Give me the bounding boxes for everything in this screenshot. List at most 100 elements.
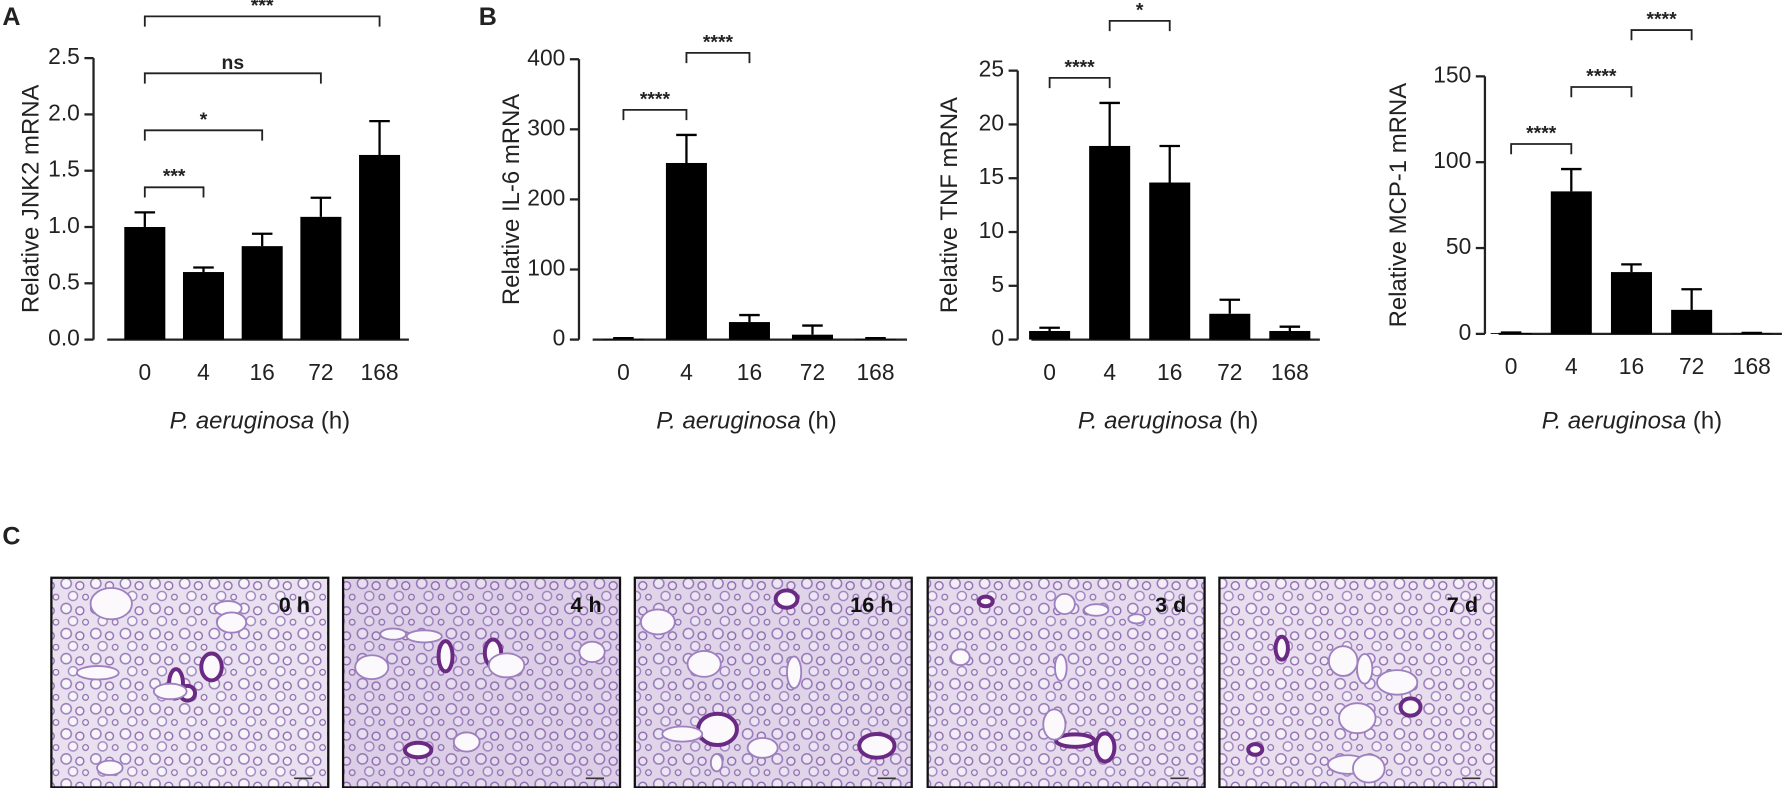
x-tick-label: 16 xyxy=(737,359,762,385)
x-axis-title-unit: (h) xyxy=(1222,407,1258,434)
x-tick-label: 72 xyxy=(1679,353,1704,379)
histology-image: 4 h xyxy=(341,576,622,788)
airway xyxy=(709,753,724,773)
y-tick-label: 400 xyxy=(527,44,565,70)
airway xyxy=(354,654,390,681)
panel-label: A xyxy=(2,3,20,31)
error-bar xyxy=(613,337,634,340)
significance-label: * xyxy=(1136,0,1144,21)
y-tick-label: 50 xyxy=(1446,233,1471,259)
image-label: 3 d xyxy=(1155,592,1186,617)
airway xyxy=(857,731,897,760)
y-tick-label: 0 xyxy=(553,325,566,351)
error-bar xyxy=(1741,331,1763,334)
significance-bracket xyxy=(1048,76,1111,89)
error-bar xyxy=(251,232,273,247)
x-tick-label: 168 xyxy=(361,359,399,385)
image-border xyxy=(50,576,330,788)
error-bar xyxy=(1561,167,1582,192)
airway xyxy=(686,650,722,678)
airway xyxy=(1338,702,1377,735)
image-label: 16 h xyxy=(850,592,893,617)
x-tick-label: 4 xyxy=(197,359,210,385)
tissue xyxy=(343,577,621,788)
y-tick-label: 2.5 xyxy=(48,43,80,69)
x-tick-label: 72 xyxy=(308,359,333,385)
airway xyxy=(639,608,676,636)
image-label: 0 h xyxy=(279,592,310,617)
airway xyxy=(216,611,248,634)
significance-bracket xyxy=(1570,86,1633,98)
airway xyxy=(405,629,443,644)
x-tick-label: 4 xyxy=(680,359,693,385)
x-tick-label: 168 xyxy=(856,359,894,385)
significance-bracket xyxy=(1630,29,1693,41)
image-border xyxy=(633,576,913,788)
bar xyxy=(1671,309,1713,334)
significance-label: * xyxy=(200,109,208,131)
significance-label: **** xyxy=(1586,65,1617,87)
error-bar xyxy=(1219,298,1241,314)
bar xyxy=(1089,145,1131,340)
image-border xyxy=(1218,576,1498,788)
airway xyxy=(976,594,995,609)
airway xyxy=(746,737,779,759)
bar xyxy=(124,226,166,340)
airway xyxy=(773,588,800,610)
airway xyxy=(75,665,120,681)
x-tick-label: 72 xyxy=(1217,359,1242,385)
significance-label: ns xyxy=(222,52,245,74)
x-tick-label: 16 xyxy=(1619,353,1644,379)
y-axis-title: Relative MCP-1 mRNA xyxy=(1385,83,1412,328)
significance-bracket xyxy=(143,129,264,141)
airway xyxy=(1356,653,1374,685)
x-axis-title-unit: (h) xyxy=(314,407,350,434)
error-bar xyxy=(676,133,697,163)
y-tick-label: 0.5 xyxy=(48,268,80,294)
bar xyxy=(1269,330,1311,340)
y-tick-label: 0 xyxy=(1459,319,1472,345)
significance-bracket xyxy=(622,108,688,121)
airway xyxy=(786,655,803,690)
significance-label: **** xyxy=(703,31,734,53)
histology-image: 16 h xyxy=(633,576,913,788)
bar xyxy=(182,272,225,340)
y-tick-label: 1.5 xyxy=(48,156,80,182)
y-tick-label: 10 xyxy=(979,217,1004,243)
y-tick-label: 25 xyxy=(979,56,1004,82)
airway xyxy=(1093,731,1117,764)
airway xyxy=(402,740,434,760)
airway xyxy=(578,640,606,663)
bar xyxy=(1209,313,1251,340)
y-tick-label: 5 xyxy=(991,271,1004,297)
x-tick-label: 168 xyxy=(1271,359,1309,385)
x-axis-title-organism: P. aeruginosa xyxy=(1542,407,1687,434)
airway xyxy=(96,759,124,776)
airway xyxy=(661,725,704,743)
x-tick-label: 4 xyxy=(1103,359,1116,385)
airway xyxy=(379,627,407,641)
y-tick-label: 1.0 xyxy=(48,212,80,238)
significance-label: **** xyxy=(1065,56,1096,78)
airway xyxy=(1376,669,1419,696)
significance-bracket xyxy=(143,15,381,27)
error-bar xyxy=(865,337,886,340)
y-tick-label: 150 xyxy=(1433,61,1471,87)
error-bar xyxy=(310,196,332,217)
significance-label: *** xyxy=(251,0,274,17)
x-axis-title: P. aeruginosa (h) xyxy=(656,407,836,434)
x-tick-label: 72 xyxy=(800,359,825,385)
tissue-shade xyxy=(343,577,621,788)
y-axis-title: Relative IL-6 mRNA xyxy=(498,94,525,305)
x-tick-label: 16 xyxy=(250,359,275,385)
y-tick-label: 20 xyxy=(979,109,1004,135)
bar xyxy=(1029,330,1071,340)
significance-label: **** xyxy=(1646,8,1677,30)
airway xyxy=(436,639,455,674)
x-tick-label: 0 xyxy=(1505,353,1518,379)
airway xyxy=(1246,742,1265,757)
x-axis-title-organism: P. aeruginosa xyxy=(1078,407,1223,434)
y-tick-label: 0 xyxy=(991,325,1004,351)
airway xyxy=(1054,732,1097,749)
